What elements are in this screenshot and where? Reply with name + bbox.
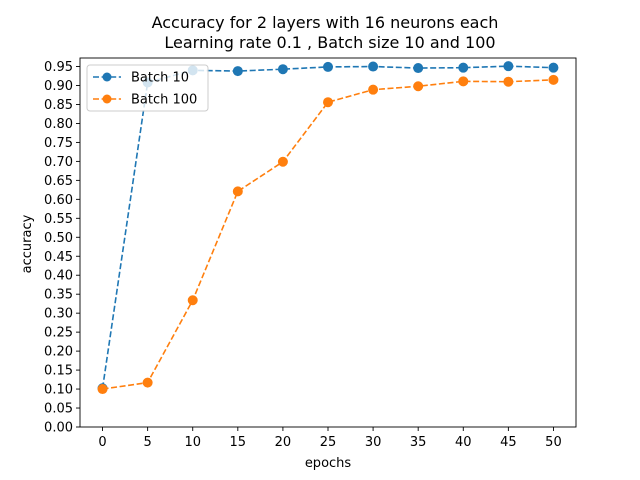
data-point-batch-10 xyxy=(323,61,333,72)
y-tick-label: 0.90 xyxy=(44,79,73,94)
legend-box xyxy=(86,64,209,112)
y-tick-label: 0.40 xyxy=(44,269,73,284)
y-tick-label: 0.50 xyxy=(44,231,73,246)
x-tick-label: 25 xyxy=(320,435,337,450)
data-point-batch-10 xyxy=(232,66,243,77)
y-tick-label: 0.45 xyxy=(44,250,73,265)
x-tick-label: 40 xyxy=(455,435,472,450)
y-tick-label: 0.55 xyxy=(44,212,73,227)
y-tick-label: 0.10 xyxy=(44,383,73,398)
data-point-batch-10 xyxy=(277,64,288,75)
x-tick-label: 50 xyxy=(545,435,562,450)
y-tick-label: 0.00 xyxy=(44,421,73,436)
data-point-batch-10 xyxy=(413,63,424,74)
data-point-batch-100 xyxy=(368,84,379,95)
y-tick-label: 0.65 xyxy=(44,174,73,189)
y-axis-label: accuracy xyxy=(20,214,35,273)
chart-subtitle: Learning rate 0.1 , Batch size 10 and 10… xyxy=(164,33,495,52)
data-point-batch-100 xyxy=(548,74,559,85)
data-point-batch-10 xyxy=(458,62,469,73)
data-point-batch-100 xyxy=(187,295,198,306)
data-point-batch-10 xyxy=(503,61,514,72)
data-point-batch-10 xyxy=(368,61,379,72)
y-tick-label: 0.80 xyxy=(44,117,73,132)
x-tick-label: 0 xyxy=(98,435,106,450)
y-tick-label: 0.95 xyxy=(44,60,73,75)
y-tick-label: 0.05 xyxy=(44,402,73,417)
legend-marker-batch-100 xyxy=(102,94,112,104)
data-point-batch-100 xyxy=(458,76,469,87)
legend-label-batch-10: Batch 10 xyxy=(131,71,189,86)
data-point-batch-100 xyxy=(503,76,514,87)
y-tick-label: 0.20 xyxy=(44,345,73,360)
x-tick-label: 5 xyxy=(143,435,151,450)
plot-area: 0 5 10 15 20 25 30 35 40 45 50 0.00 0.05 0.10 0.15 0.20… xyxy=(44,57,577,450)
legend-marker-batch-10 xyxy=(102,72,112,82)
data-point-batch-100 xyxy=(323,97,333,108)
data-point-batch-10 xyxy=(548,62,559,73)
y-tick-label: 0.15 xyxy=(44,364,73,379)
x-tick-label: 30 xyxy=(365,435,382,450)
x-axis-label: epochs xyxy=(305,456,352,471)
data-point-batch-100 xyxy=(413,81,424,92)
data-point-batch-100 xyxy=(277,156,288,167)
x-tick-label: 10 xyxy=(184,435,201,450)
series-line-batch-100 xyxy=(102,79,554,390)
plot-frame xyxy=(79,57,577,428)
x-tick-label: 20 xyxy=(275,435,292,450)
x-tick-label: 35 xyxy=(410,435,427,450)
y-tick-label: 0.70 xyxy=(44,155,73,170)
data-point-batch-100 xyxy=(97,384,108,395)
y-tick-label: 0.60 xyxy=(44,193,73,208)
legend-label-batch-100: Batch 100 xyxy=(131,93,197,108)
x-tick-label: 15 xyxy=(230,435,247,450)
y-tick-label: 0.35 xyxy=(44,288,73,303)
y-tick-label: 0.85 xyxy=(44,98,73,113)
chart-title: Accuracy for 2 layers with 16 neurons ea… xyxy=(152,13,499,32)
x-tick-label: 45 xyxy=(500,435,517,450)
y-tick-label: 0.75 xyxy=(44,136,73,151)
y-tick-label: 0.25 xyxy=(44,326,73,341)
data-point-batch-100 xyxy=(142,377,153,388)
series-line-batch-10 xyxy=(101,65,554,389)
data-point-batch-100 xyxy=(232,186,243,197)
y-tick-label: 0.30 xyxy=(44,307,73,322)
